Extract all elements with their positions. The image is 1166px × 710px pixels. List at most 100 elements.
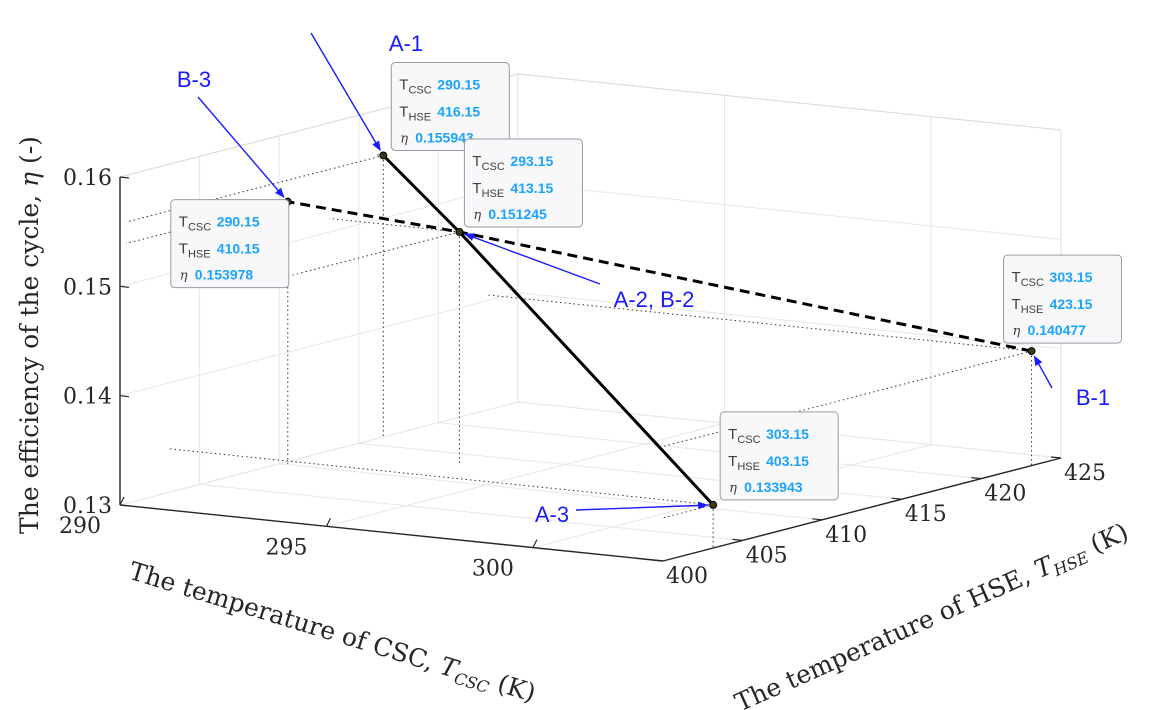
datatip-key: η xyxy=(1013,324,1021,339)
grid-line xyxy=(199,483,743,541)
data-point xyxy=(455,227,464,236)
x-tick-label: 300 xyxy=(472,557,514,582)
datatip-key: THSE xyxy=(1012,296,1044,316)
datatip-key: TCSC xyxy=(1012,269,1044,289)
x-tick-label: 290 xyxy=(59,514,101,539)
datatip-b-3: TCSC 290.15 THSE 410.15 η 0.153978 xyxy=(170,199,290,289)
x-tick xyxy=(119,496,125,506)
y-tick xyxy=(891,497,902,500)
annotation-label: A-3 xyxy=(535,502,569,527)
datatip-box xyxy=(170,199,290,289)
annotation-a-3: A-3 xyxy=(535,501,709,527)
datatip-value: 290.15 xyxy=(217,214,260,230)
datatip-value: 293.15 xyxy=(510,153,553,169)
y-axis-label: The temperature of HSE, THSE (K) xyxy=(730,517,1133,710)
datatip-box xyxy=(719,411,839,501)
y-tick xyxy=(812,518,823,521)
datatip-value: 0.133943 xyxy=(744,479,803,495)
z-tick xyxy=(119,395,130,398)
annotation-arrow xyxy=(575,501,709,511)
datatip-key: η xyxy=(180,269,188,284)
data-point xyxy=(379,151,388,160)
datatip-b-1: TCSC 303.15 THSE 423.15 η 0.140477 xyxy=(1003,254,1123,344)
z-tick-label: 0.13 xyxy=(63,494,112,519)
x-tick xyxy=(325,518,332,527)
x-tick-label: 295 xyxy=(265,535,307,560)
annotation-label: A-1 xyxy=(389,31,423,56)
datatip-a-1: TCSC 290.15 THSE 416.15 η 0.155943 xyxy=(390,61,510,151)
datatip-key: TCSC xyxy=(472,153,504,173)
grid-line xyxy=(517,292,1062,350)
annotation-arrow xyxy=(464,233,601,285)
y-tick xyxy=(652,559,664,562)
x-tick xyxy=(532,539,538,548)
z-axis-label: The efficiency of the cycle, η (-) xyxy=(15,136,44,534)
data-point xyxy=(1027,347,1036,356)
grid-line xyxy=(119,401,519,506)
datatip-value: 303.15 xyxy=(1050,269,1093,285)
grid-line xyxy=(326,422,725,527)
z-tick xyxy=(119,504,130,507)
data-point xyxy=(709,500,718,509)
datatip-key: η xyxy=(729,481,737,496)
grid-line xyxy=(517,182,1062,240)
datatip-key: η xyxy=(400,131,408,146)
grid-line xyxy=(438,422,982,480)
z-tick-label: 0.15 xyxy=(63,275,112,300)
datatip-key: THSE xyxy=(399,103,431,123)
y-tick xyxy=(971,477,982,480)
y-axis-line xyxy=(662,457,1062,562)
datatip-value: 413.15 xyxy=(510,180,553,196)
datatip-key: TCSC xyxy=(399,76,431,96)
datatip-key: TCSC xyxy=(179,214,211,234)
datatip-value: 303.15 xyxy=(766,426,809,442)
annotation-a-2: A-2, B-2 xyxy=(464,233,695,312)
datatip-key: THSE xyxy=(728,453,760,473)
datatip-key: η xyxy=(473,208,481,223)
annotation-arrow xyxy=(1033,355,1053,389)
z-tick-label: 0.14 xyxy=(63,385,112,410)
datatip-value: 410.15 xyxy=(217,241,260,257)
y-tick xyxy=(1050,456,1062,459)
y-tick-label: 420 xyxy=(984,482,1026,507)
z-tick xyxy=(119,285,130,288)
series-line-2 xyxy=(287,200,1032,353)
annotation-b-1: B-1 xyxy=(1033,355,1110,410)
annotation-arrow xyxy=(310,32,381,152)
y-tick-label: 410 xyxy=(825,523,867,548)
y-tick-label: 405 xyxy=(746,543,788,568)
datatip-value: 416.15 xyxy=(437,103,480,119)
x-axis-line xyxy=(119,504,664,562)
datatip-value: 0.155943 xyxy=(415,129,474,145)
annotation-label: B-3 xyxy=(177,67,211,92)
datatip-box xyxy=(1003,254,1123,344)
projection-line xyxy=(329,218,460,233)
datatip-a-3: TCSC 303.15 THSE 403.15 η 0.133943 xyxy=(719,411,839,501)
grid-line xyxy=(279,463,823,521)
annotation-a-1: A-1 xyxy=(310,31,423,152)
datatip-box xyxy=(463,138,583,228)
datatip-value: 403.15 xyxy=(766,453,809,469)
annotation-b-3: B-3 xyxy=(177,67,285,198)
datatip-value: 0.140477 xyxy=(1028,322,1087,338)
datatip-value: 290.15 xyxy=(437,76,480,92)
annotation-arrow xyxy=(197,96,285,198)
y-tick-label: 415 xyxy=(905,502,947,527)
datatip-key: TCSC xyxy=(728,426,760,446)
datatip-box xyxy=(390,61,510,151)
projection-line xyxy=(488,294,1032,352)
datatip-a-2: TCSC 293.15 THSE 413.15 η 0.151245 xyxy=(463,138,583,228)
datatip-key: THSE xyxy=(472,180,504,200)
y-tick-label: 400 xyxy=(666,564,708,589)
y-tick xyxy=(732,538,743,541)
datatip-value: 0.151245 xyxy=(488,206,547,222)
z-tick xyxy=(119,176,130,179)
annotation-label: A-2, B-2 xyxy=(614,287,695,312)
datatip-value: 0.153978 xyxy=(195,267,254,283)
y-tick-label: 425 xyxy=(1064,461,1106,486)
projection-line xyxy=(170,448,714,506)
annotation-label: B-1 xyxy=(1076,385,1110,410)
z-tick-label: 0.16 xyxy=(63,166,112,191)
datatip-key: THSE xyxy=(179,241,211,261)
